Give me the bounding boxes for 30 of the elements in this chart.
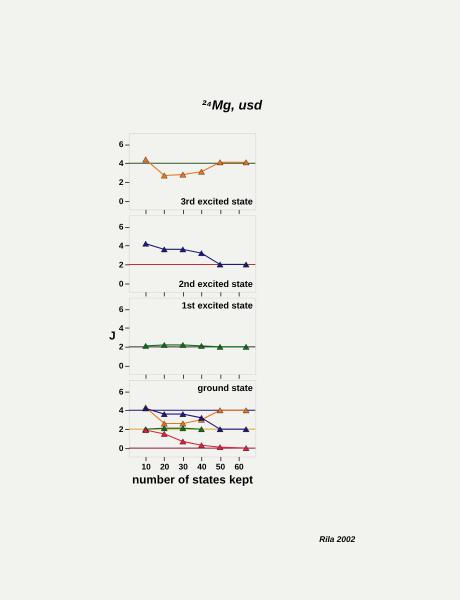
y-tick-label: 2 <box>118 424 124 434</box>
y-tick-label: 0 <box>118 196 124 206</box>
text: Rila 2002 <box>319 534 356 544</box>
y-tick-label: 0 <box>118 278 124 288</box>
y-axis-title: J <box>109 330 116 343</box>
y-tick-label: 2 <box>118 342 124 352</box>
annotation: ground state <box>198 382 253 393</box>
y-tick-label: 2 <box>118 177 124 188</box>
y-tick-label: 6 <box>118 222 124 232</box>
y-tick-label: 6 <box>118 139 124 150</box>
annotation: 1st excited state <box>182 300 253 311</box>
x-tick-label: 60 <box>234 461 244 472</box>
x-tick-label: 40 <box>197 461 207 472</box>
y-tick-label: 4 <box>118 158 124 168</box>
y-tick-label: 0 <box>118 442 124 453</box>
y-tick-label: 0 <box>118 360 124 371</box>
x-tick-label: 50 <box>216 461 226 472</box>
y-tick-label: 6 <box>118 386 124 396</box>
chart-title: ²⁴Mg, usd <box>202 97 263 112</box>
y-tick-label: 6 <box>118 304 124 314</box>
x-axis-title: number of states kept <box>132 474 254 487</box>
x-tick-label: 10 <box>141 461 152 472</box>
x-tick-label: 30 <box>178 461 188 472</box>
y-tick-label: 4 <box>118 240 124 250</box>
y-tick-label: 4 <box>118 322 124 333</box>
y-tick-label: 2 <box>118 259 124 270</box>
y-tick-label: 4 <box>118 405 124 416</box>
annotation: 2nd excited state <box>178 278 253 289</box>
annotation: 3rd excited state <box>180 196 253 207</box>
x-tick-label: 20 <box>160 461 170 472</box>
